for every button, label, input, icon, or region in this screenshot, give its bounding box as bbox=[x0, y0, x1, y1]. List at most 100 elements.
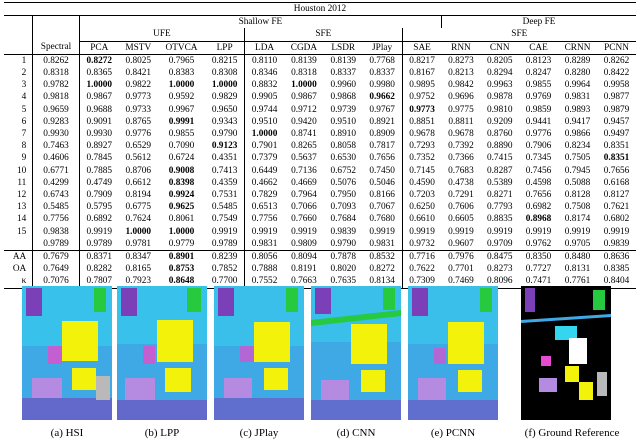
table-cell: 0.9678 bbox=[409, 129, 435, 140]
row-label: 3 bbox=[4, 79, 34, 92]
table-cell: 0.8921 bbox=[362, 115, 403, 129]
table-cell: 0.6168 bbox=[603, 177, 630, 188]
class-row: 14 0.7756 0.6892 0.7624 0.8061 0.7549 0.7756 0.… bbox=[4, 213, 636, 226]
table-cell: 0.8123 bbox=[525, 55, 552, 66]
table-cell: 0.7906 bbox=[525, 141, 552, 152]
table-cell: 0.7090 bbox=[168, 141, 195, 152]
table-cell: 0.9510 bbox=[330, 116, 357, 127]
table-cell: 1.0000 bbox=[168, 80, 195, 91]
row-label: 1 bbox=[4, 54, 34, 68]
table-cell: 0.7878 bbox=[330, 252, 357, 263]
table-cell: 0.8371 bbox=[86, 252, 113, 263]
table-cell: 0.9776 bbox=[125, 129, 152, 140]
table-cell: 0.9091 bbox=[86, 116, 113, 127]
table-cell: 0.7145 bbox=[409, 165, 435, 176]
table-cell: 0.9919 bbox=[448, 226, 474, 237]
table-cell: 0.7379 bbox=[251, 153, 278, 164]
table-cell: 0.9838 bbox=[32, 225, 80, 238]
table-cell: 0.8901 bbox=[168, 252, 195, 263]
table-cell: 0.9895 bbox=[409, 80, 435, 91]
table-cell: 0.5612 bbox=[125, 153, 152, 164]
table-cell: 0.8422 bbox=[603, 68, 630, 79]
table-cell: 0.7093 bbox=[330, 202, 357, 213]
table-cell: 0.9839 bbox=[603, 238, 630, 249]
table-cell: 0.9773 bbox=[409, 104, 435, 115]
table-cell: 0.7817 bbox=[362, 140, 403, 153]
table-cell: 0.7888 bbox=[251, 264, 278, 275]
table-cell: 0.7345 bbox=[525, 153, 552, 164]
table-cell: 0.9919 bbox=[603, 226, 630, 237]
row-label: 5 bbox=[4, 103, 34, 116]
table-cell: 0.8318 bbox=[291, 68, 317, 79]
table-cell: 0.8308 bbox=[205, 67, 246, 80]
table-cell: 0.8271 bbox=[486, 190, 513, 201]
table-cell: 0.7923 bbox=[125, 276, 152, 287]
table-cell: 0.8337 bbox=[362, 67, 403, 80]
table-cell: 0.6605 bbox=[448, 214, 474, 225]
table-cell: 0.8128 bbox=[564, 190, 591, 201]
table-cell: 0.8346 bbox=[251, 68, 278, 79]
table-cell: 0.7950 bbox=[330, 190, 357, 201]
table-cell: 0.8287 bbox=[486, 165, 513, 176]
table-cell: 0.7793 bbox=[486, 202, 513, 213]
table-cell: 0.8385 bbox=[603, 264, 630, 275]
column-header: CRNN bbox=[564, 42, 591, 53]
table-cell: 0.4598 bbox=[525, 177, 552, 188]
table-cell: 0.8110 bbox=[251, 55, 278, 66]
table-cell: 0.7649 bbox=[32, 263, 80, 276]
table-cell: 0.9417 bbox=[564, 116, 591, 127]
table-cell: 0.9762 bbox=[525, 238, 552, 249]
row-label: 11 bbox=[4, 176, 34, 190]
column-header: MSTV bbox=[125, 42, 152, 53]
map-pcnn bbox=[408, 286, 498, 420]
table-cell: 0.7885 bbox=[86, 165, 113, 176]
table-cell: 0.7456 bbox=[525, 165, 552, 176]
table-cell: 0.9123 bbox=[205, 140, 246, 153]
table-cell: 0.6982 bbox=[525, 202, 552, 213]
map-hsi bbox=[22, 286, 112, 420]
caption-lpp: (b) LPP bbox=[144, 427, 180, 439]
table-cell: 0.8262 bbox=[603, 55, 630, 66]
table-cell: 0.9607 bbox=[448, 238, 474, 249]
table-cell: 0.4351 bbox=[205, 152, 246, 165]
table-cell: 0.9839 bbox=[330, 226, 357, 237]
table-cell: 0.7965 bbox=[168, 55, 195, 66]
table-cell: 0.9775 bbox=[448, 104, 474, 115]
group-deep-fe: Deep FE bbox=[522, 17, 556, 28]
table-cell: 0.9696 bbox=[448, 92, 474, 103]
table-cell: 0.8835 bbox=[486, 214, 513, 225]
table-cell: 0.9868 bbox=[330, 92, 357, 103]
table-cell: 0.9919 bbox=[564, 226, 591, 237]
table-cell: 0.7552 bbox=[251, 276, 278, 287]
column-header: LDA bbox=[255, 42, 275, 53]
table-cell: 0.6449 bbox=[251, 165, 278, 176]
column-header: JPlay bbox=[362, 41, 403, 55]
summary-row: OA 0.7649 0.8282 0.8165 0.8753 0.7852 0.7888 0.… bbox=[4, 263, 636, 276]
table-cell: 0.7768 bbox=[362, 54, 403, 68]
table-cell: 0.9810 bbox=[486, 104, 513, 115]
table-cell: 0.7622 bbox=[409, 264, 435, 275]
table-cell: 0.6250 bbox=[409, 202, 435, 213]
table-cell: 0.8648 bbox=[168, 276, 195, 287]
table-cell: 1.0000 bbox=[291, 80, 317, 91]
subgroup-ufe: UFE bbox=[79, 28, 246, 42]
table-cell: 0.8753 bbox=[168, 264, 195, 275]
row-label: κ bbox=[4, 275, 34, 289]
table-cell: 0.7656 bbox=[603, 165, 630, 176]
row-label: 8 bbox=[4, 140, 34, 153]
class-row: 3 0.9782 1.0000 0.9822 1.0000 1.0000 0.8832 1.0… bbox=[4, 79, 636, 92]
column-header: CNN bbox=[489, 42, 510, 53]
table-cell: 0.8272 bbox=[86, 55, 113, 66]
table-cell: 0.8968 bbox=[525, 214, 552, 225]
table-cell: 0.9818 bbox=[32, 91, 80, 104]
class-row: 2 0.8318 0.8365 0.8421 0.8383 0.8308 0.8346 0.8… bbox=[4, 67, 636, 80]
table-cell: 0.8166 bbox=[362, 189, 403, 202]
table-cell: 0.7656 bbox=[525, 190, 552, 201]
table-cell: 0.9779 bbox=[168, 238, 195, 249]
table-cell: 0.9790 bbox=[330, 238, 357, 249]
table-cell: 0.7136 bbox=[291, 165, 317, 176]
table-cell: 0.7964 bbox=[291, 190, 317, 201]
table-cell: 0.8294 bbox=[486, 68, 513, 79]
table-cell: 0.9662 bbox=[362, 91, 403, 104]
table-cell: 0.9809 bbox=[291, 238, 317, 249]
